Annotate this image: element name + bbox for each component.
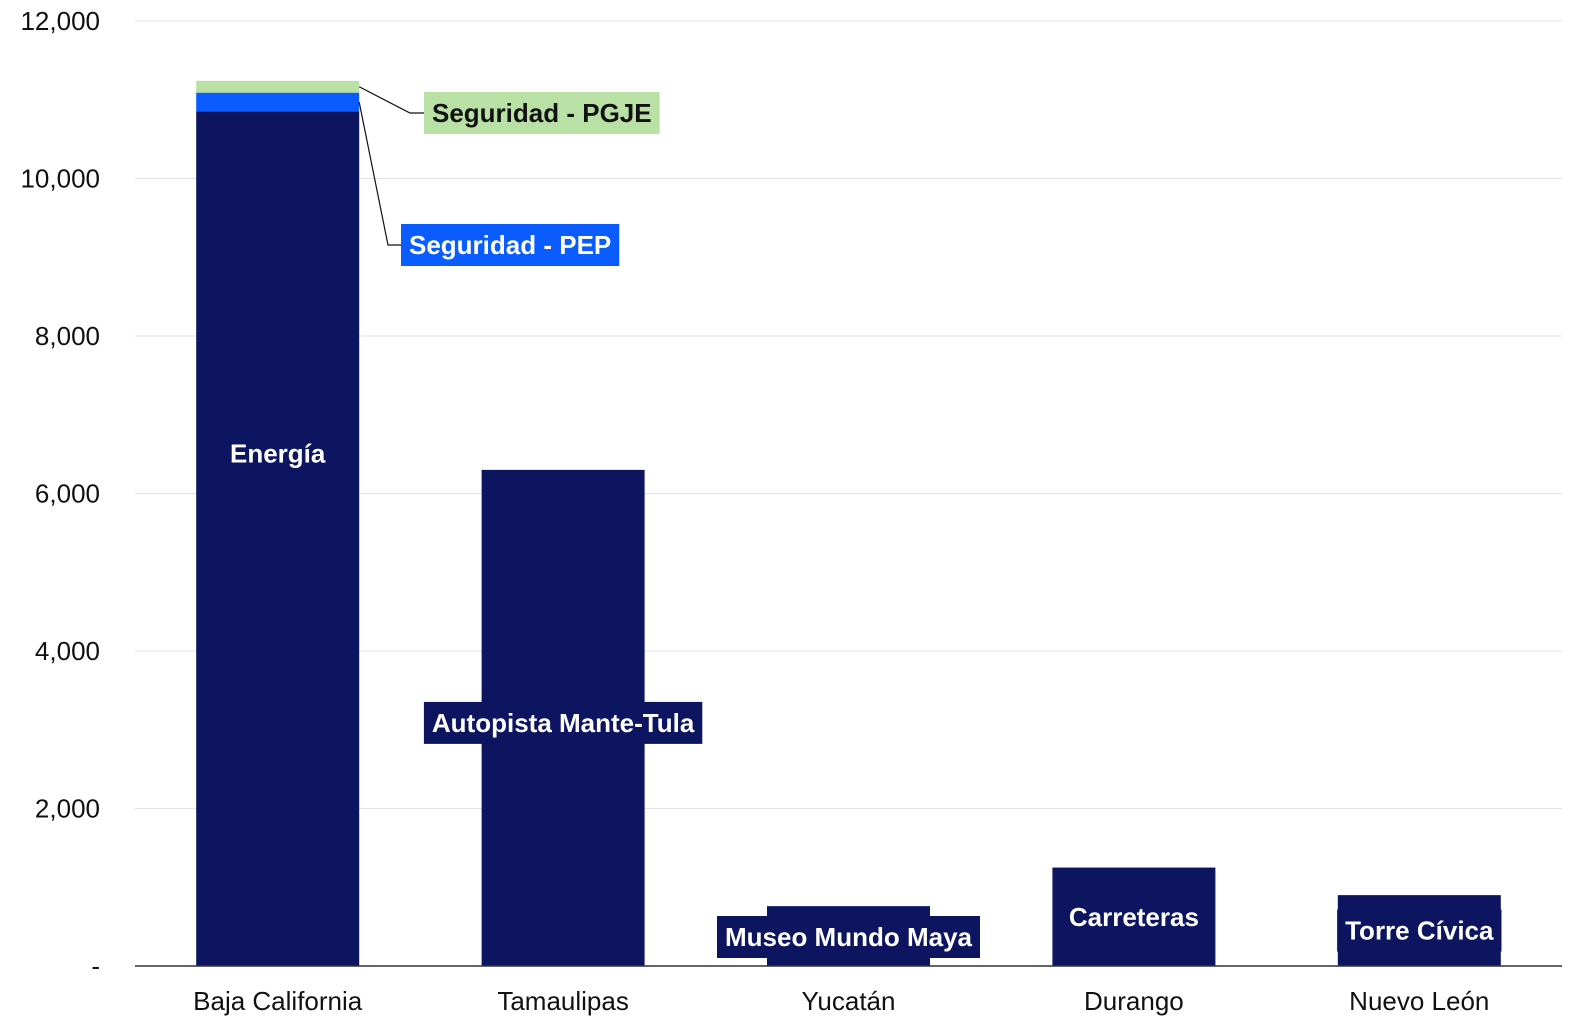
bar-segment	[196, 80, 360, 93]
segment-label-box	[1337, 909, 1502, 952]
y-tick-label: 6,000	[35, 479, 100, 509]
y-tick-label: -	[91, 951, 100, 981]
segment-label: Seguridad - PGJE	[432, 98, 652, 128]
segment-label: Museo Mundo Maya	[725, 922, 973, 952]
gridlines	[135, 20, 1562, 809]
x-tick-label: Yucatán	[802, 986, 896, 1016]
x-tick-label: Tamaulipas	[497, 986, 629, 1016]
y-tick-label: 4,000	[35, 636, 100, 666]
y-tick-label: 2,000	[35, 794, 100, 824]
x-axis: Baja California Tamaulipas Yucatán Durango N…	[193, 986, 1489, 1016]
segment-label-box	[423, 701, 703, 744]
bar-segment	[196, 111, 360, 966]
y-axis: - 2,000 4,000 6,000 8,000 10,000 12,000	[20, 6, 100, 981]
x-tick-label: Durango	[1084, 986, 1184, 1016]
segment-label: Autopista Mante-Tula	[432, 708, 695, 738]
callout-leader-line	[358, 101, 401, 246]
y-tick-label: 12,000	[20, 6, 100, 36]
segment-label-box	[401, 224, 620, 266]
segment-label-box	[1060, 895, 1207, 938]
segment-label: Carreteras	[1069, 902, 1199, 932]
segment-label: Seguridad - PEP	[409, 230, 611, 260]
y-tick-label: 10,000	[20, 164, 100, 194]
y-tick-label: 8,000	[35, 321, 100, 351]
segment-label-box	[222, 432, 334, 475]
bars	[196, 80, 1501, 966]
segment-label-box	[424, 92, 660, 134]
x-tick-label: Nuevo León	[1349, 986, 1489, 1016]
bar-segment	[196, 92, 360, 112]
x-tick-label: Baja California	[193, 986, 363, 1016]
segment-label-box	[716, 916, 981, 958]
callout-leader-line	[358, 86, 424, 114]
segment-labels: Energía Autopista Mante-Tula Museo Mundo M…	[222, 86, 1502, 958]
segment-label: Torre Cívica	[1345, 916, 1494, 946]
segment-label: Energía	[230, 438, 326, 468]
